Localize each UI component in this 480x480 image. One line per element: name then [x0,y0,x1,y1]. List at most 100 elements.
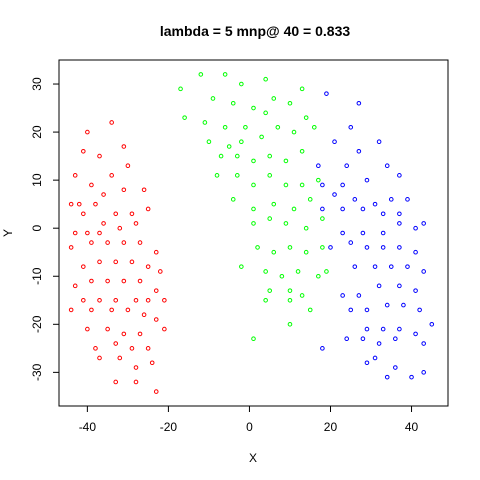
data-point [226,144,232,149]
data-point [380,230,386,236]
data-point [137,240,143,245]
data-point [340,182,345,188]
data-point [230,100,236,106]
data-point [348,124,354,130]
data-point [397,211,402,217]
data-point [283,182,289,188]
data-point [97,297,102,303]
data-point [421,341,426,346]
y-tick-label: -10 [30,267,44,285]
data-point [388,197,394,202]
data-point [320,216,325,221]
data-point [153,249,159,255]
data-point [158,269,163,274]
data-point [113,297,119,303]
data-point [372,264,378,269]
data-point [320,346,325,351]
data-point [113,259,119,265]
data-point [121,187,127,193]
x-tick-label: 0 [246,420,253,434]
data-point [267,173,273,178]
data-point [271,96,277,101]
data-point [113,379,119,385]
data-point [376,139,382,144]
data-point [145,346,151,351]
data-point [89,307,94,313]
data-point [364,326,370,332]
data-point [271,201,277,207]
data-point [279,273,285,279]
data-point [121,331,127,337]
data-point [348,240,354,245]
data-point [316,163,321,169]
data-point [352,264,358,269]
data-point [137,331,143,337]
data-point [332,139,337,144]
data-point [267,153,273,159]
data-point [409,374,414,380]
data-point [145,264,151,269]
data-point [133,365,139,370]
data-point [283,221,289,226]
x-tick-label: -40 [79,420,97,434]
data-point [413,331,418,337]
data-point [251,221,256,226]
y-tick-label: -20 [30,315,44,333]
data-point [316,273,321,279]
data-point [291,129,297,135]
data-point [129,259,135,265]
data-point [405,197,410,202]
data-point [149,360,155,366]
data-point [307,197,313,202]
data-point [234,153,240,159]
data-point [85,230,90,236]
data-point [109,307,114,313]
data-point [405,264,410,269]
data-point [401,302,406,308]
data-point [397,245,402,250]
data-point [81,264,86,269]
data-point [316,177,321,183]
data-point [145,297,151,303]
data-point [251,105,256,111]
data-point [393,365,398,370]
data-point [299,182,305,188]
data-point [348,307,354,313]
data-point [141,187,147,193]
data-point [287,288,293,293]
data-point [299,149,305,154]
data-point [251,206,256,212]
data-point [287,322,293,327]
data-point [72,173,78,178]
data-point [384,163,390,169]
y-tick-label: -30 [30,363,44,381]
data-point [117,355,123,361]
data-point [421,221,426,226]
data-point [364,307,370,313]
data-point [117,225,123,231]
y-axis: -30 -20 -10 0 10 20 30 [30,77,59,381]
data-point [364,177,370,183]
y-axis-label: Y [1,229,15,237]
data-point [218,153,224,159]
data-point [230,197,236,202]
data-point [109,173,114,178]
data-point [267,216,273,221]
data-point [303,225,309,231]
data-point [101,221,106,226]
y-tick-label: 30 [30,77,44,91]
data-point [360,206,366,212]
data-point [271,249,277,255]
data-point [380,211,386,217]
data-point [413,288,418,293]
data-point [287,297,293,303]
data-point [153,288,159,293]
data-point [328,245,333,250]
data-point [105,326,110,332]
data-point [291,206,297,212]
data-point [380,326,386,332]
data-point [372,201,378,207]
data-point [340,206,345,212]
data-point [429,322,435,327]
